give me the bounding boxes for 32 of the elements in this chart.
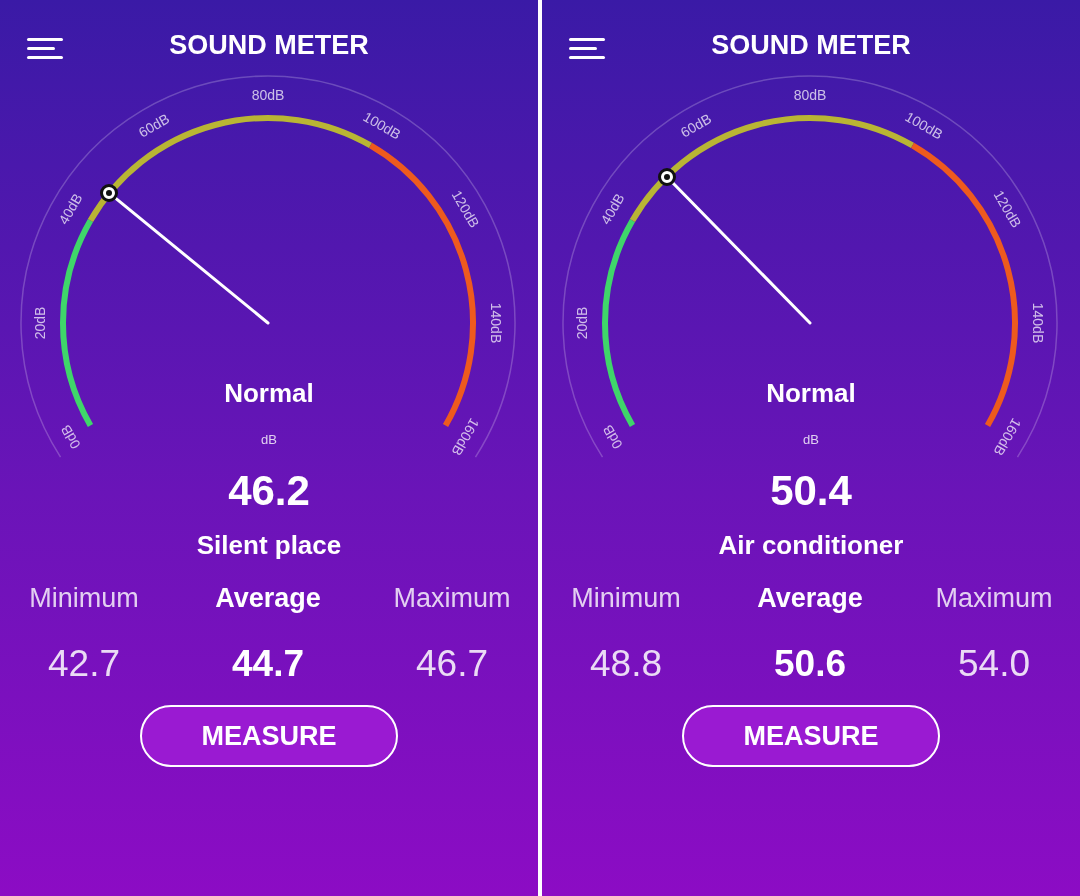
category-label: Maximum <box>392 583 512 613</box>
category-label: Maximum <box>934 583 1054 613</box>
text: Normal <box>765 378 857 408</box>
text: dB <box>803 432 819 447</box>
text: 140dB <box>1030 302 1047 344</box>
data-label: 46.7 <box>415 643 489 684</box>
text: 50.4 <box>769 467 853 514</box>
text: 20dB <box>573 306 590 340</box>
text: SOUND METER <box>168 30 370 60</box>
category-label: Average <box>756 583 864 613</box>
category-label: Average <box>214 583 322 613</box>
data-label: 54.0 <box>957 643 1031 684</box>
category-label: Minimum <box>570 583 682 613</box>
text: SOUND METER <box>710 30 912 60</box>
category-label: Minimum <box>28 583 140 613</box>
text: Silent place <box>195 530 343 560</box>
text: Normal <box>223 378 315 408</box>
data-label: 44.7 <box>231 643 305 684</box>
text: 20dB <box>31 306 48 340</box>
data-label: 48.8 <box>589 643 663 684</box>
data-label: 42.7 <box>47 643 121 684</box>
text: MEASURE <box>682 705 940 767</box>
text: 80dB <box>793 86 827 103</box>
text: Air conditioner <box>717 530 905 560</box>
text: 46.2 <box>227 467 311 514</box>
text: 60dB <box>135 110 173 141</box>
data-label: 50.6 <box>773 643 847 684</box>
text: 140dB <box>488 302 505 344</box>
text: 80dB <box>251 86 285 103</box>
text: 60dB <box>677 110 715 141</box>
text: MEASURE <box>140 705 398 767</box>
text: dB <box>261 432 277 447</box>
